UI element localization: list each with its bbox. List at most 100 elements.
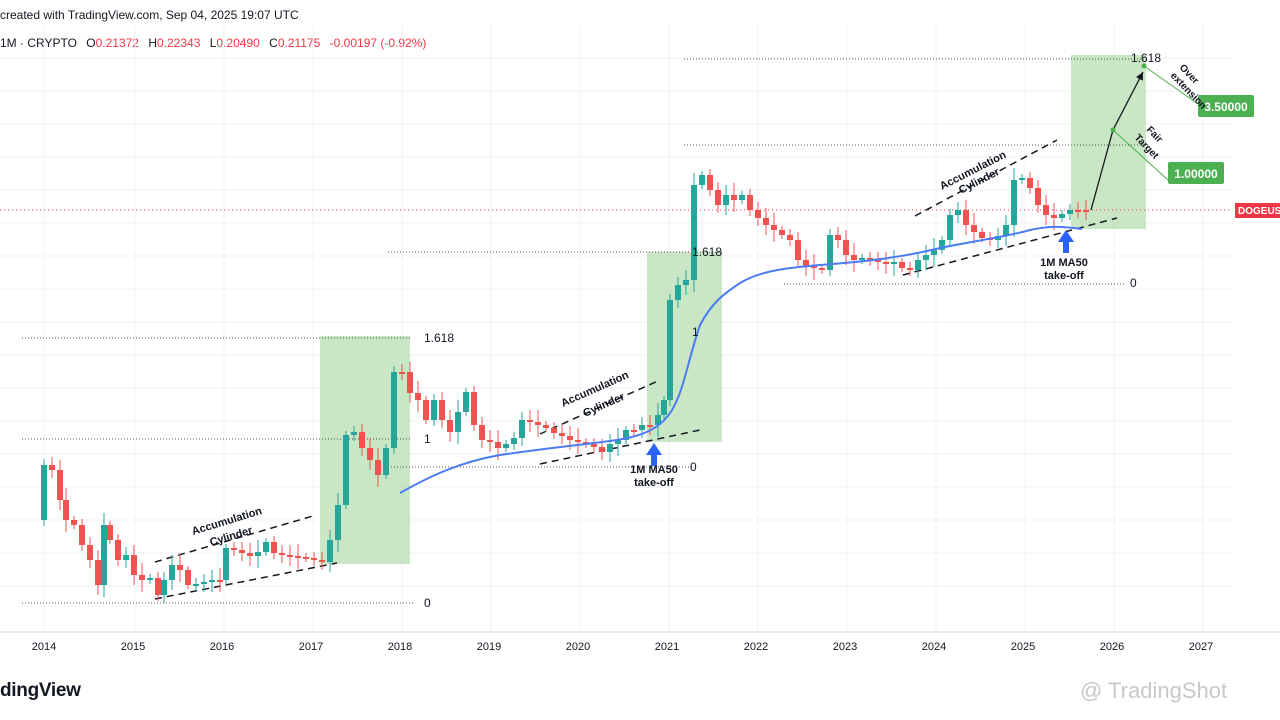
ma-label-2: take-off [634, 477, 674, 489]
candle-body [463, 392, 469, 412]
cylinder-bottom-2 [539, 429, 701, 465]
candle-body [607, 444, 613, 452]
candle-body [623, 430, 629, 440]
candle-body [123, 555, 129, 560]
x-tick-label: 2020 [566, 641, 590, 653]
candle-body [383, 448, 389, 475]
candle-body [359, 432, 365, 448]
candle-body [79, 525, 85, 545]
candle-body [431, 400, 437, 420]
candle-body [867, 258, 873, 260]
x-tick-label: 2027 [1189, 641, 1213, 653]
cylinder-top-3 [914, 139, 1058, 217]
candle-body [795, 240, 801, 260]
candle-body [675, 285, 681, 300]
fib-labels: 1.618 1 0 1.618 1 0 1.618 0 [424, 51, 1161, 610]
low-value: 0.20490 [216, 36, 260, 50]
candle-body [891, 262, 897, 264]
target-fair-label: 1.00000 [1174, 167, 1218, 181]
tradingview-logo: dingView [0, 680, 81, 701]
candle-body [107, 525, 113, 540]
candle-body [755, 210, 761, 218]
candle-body [739, 195, 745, 200]
candle-body [803, 260, 809, 266]
candle-body [287, 555, 293, 557]
candle-body [295, 556, 301, 558]
candle-body [271, 542, 277, 553]
fib-label-0: 0 [424, 596, 431, 610]
candle-body [971, 225, 977, 232]
low-label: L [209, 36, 217, 50]
candle-body [217, 580, 223, 582]
candle-body [691, 185, 697, 280]
grid-horizontal [0, 57, 1232, 587]
candle-body [567, 436, 573, 440]
candle-body [185, 570, 191, 585]
takeoff-arrow-icon [646, 443, 662, 466]
candle-body [1043, 205, 1049, 215]
ma50-line [399, 225, 1083, 494]
candle-body [843, 240, 849, 255]
target-fair-box [1168, 162, 1224, 184]
candle-body [1019, 178, 1025, 180]
candle-body [423, 400, 429, 420]
candle-body [1003, 225, 1009, 236]
cylinder-bottom-1 [154, 562, 338, 600]
open-value: 0.21372 [95, 36, 139, 50]
candle-body [747, 195, 753, 210]
candle-body [827, 235, 833, 270]
fair-target-leader [1112, 129, 1169, 181]
x-axis-labels: 2014 2015 2016 2017 2018 2019 2020 2021 2022 2023… [32, 641, 1213, 653]
over-extension-leader [1143, 65, 1199, 105]
candle-body [255, 552, 261, 556]
candle-body [169, 565, 175, 580]
candle-body [319, 560, 325, 562]
candle-body [101, 525, 107, 585]
candle-body [311, 558, 317, 560]
candle-body [41, 465, 47, 520]
candle-body [87, 545, 93, 560]
target-over-box [1198, 95, 1254, 117]
cylinder-channels [154, 139, 1118, 600]
symbol-text: 1M · CRYPTO [0, 36, 77, 50]
candle-body [655, 415, 661, 425]
candle-body [239, 550, 245, 553]
high-label: H [148, 36, 157, 50]
candle-body [1083, 210, 1089, 212]
fib-label-1618: 1.618 [1131, 51, 1161, 65]
candle-body [161, 580, 167, 595]
candle-body [49, 465, 55, 470]
candle-body [263, 542, 269, 552]
x-tick-label: 2014 [32, 641, 56, 653]
candle-body [599, 447, 605, 452]
tradingshot-watermark: @ TradingShot [1080, 678, 1228, 703]
x-tick-label: 2015 [121, 641, 145, 653]
candle-body [955, 210, 961, 215]
candle-body [771, 225, 777, 230]
x-tick-label: 2017 [299, 641, 323, 653]
target-over-label: 3.50000 [1204, 100, 1248, 114]
x-tick-label: 2023 [833, 641, 857, 653]
candle-body [439, 400, 445, 420]
candle-body [1051, 215, 1057, 218]
high-value: 0.22343 [157, 36, 201, 50]
candle-body [139, 575, 145, 580]
ma-label-2: take-off [1044, 270, 1084, 282]
fib-label-0: 0 [690, 460, 697, 474]
fib-levels [22, 58, 1146, 604]
close-label: C [269, 36, 278, 50]
candle-body [543, 425, 549, 428]
candle-body [147, 578, 153, 580]
candle-body [209, 580, 215, 582]
candle-body [131, 555, 137, 575]
candle-body [303, 557, 309, 559]
candle-body [1011, 180, 1017, 225]
candle-body [883, 262, 889, 264]
candle-body [647, 425, 653, 427]
candle-body [503, 444, 509, 448]
candle-body [835, 235, 841, 240]
candle-body [335, 505, 341, 540]
candle-body [939, 240, 945, 250]
candle-body [455, 412, 461, 432]
